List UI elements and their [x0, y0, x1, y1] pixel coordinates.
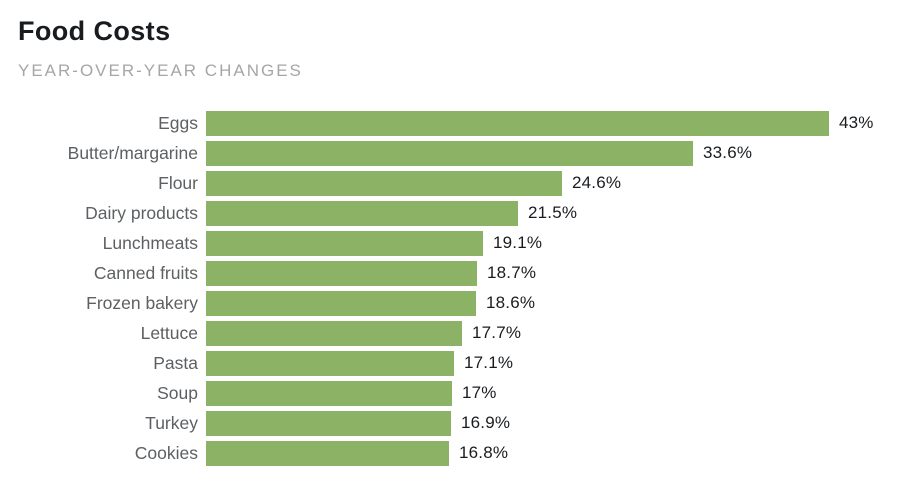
value-label: 18.7%: [487, 263, 537, 283]
value-label: 43%: [839, 113, 874, 133]
chart-row: Turkey 16.9%: [18, 408, 916, 438]
chart-row: Flour 24.6%: [18, 168, 916, 198]
page-title: Food Costs: [18, 16, 171, 46]
bar: [206, 140, 693, 166]
bar-track: 24.6%: [206, 168, 916, 198]
bar: [206, 380, 452, 406]
chart-row: Canned fruits 18.7%: [18, 258, 916, 288]
value-label: 16.9%: [461, 413, 511, 433]
bar-track: 16.8%: [206, 438, 916, 468]
category-label: Pasta: [153, 352, 198, 373]
bar: [206, 110, 829, 136]
chart-row: Pasta 17.1%: [18, 348, 916, 378]
chart-row: Lettuce 17.7%: [18, 318, 916, 348]
value-label: 17.1%: [464, 353, 514, 373]
value-label: 17%: [462, 383, 497, 403]
chart-row: Frozen bakery 18.6%: [18, 288, 916, 318]
category-label: Lettuce: [140, 322, 198, 343]
chart-row: Soup 17%: [18, 378, 916, 408]
category-label: Eggs: [158, 112, 198, 133]
category-label: Dairy products: [85, 202, 198, 223]
bar: [206, 290, 476, 316]
category-label: Turkey: [145, 412, 198, 433]
chart-row: Lunchmeats 19.1%: [18, 228, 916, 258]
category-label: Cookies: [134, 442, 198, 463]
value-label: 17.7%: [472, 323, 522, 343]
bar: [206, 440, 449, 466]
bar-track: 16.9%: [206, 408, 916, 438]
chart-row: Butter/margarine 33.6%: [18, 138, 916, 168]
category-label: Butter/margarine: [67, 142, 198, 163]
category-label: Soup: [157, 382, 198, 403]
category-label: Lunchmeats: [102, 232, 198, 253]
bar-track: 43%: [206, 108, 916, 138]
bar: [206, 410, 451, 436]
bar-track: 21.5%: [206, 198, 916, 228]
bar-track: 33.6%: [206, 138, 916, 168]
chart-card: Food Costs YEAR-OVER-YEAR CHANGES Eggs 4…: [18, 16, 916, 468]
category-label: Flour: [158, 172, 198, 193]
bar: [206, 260, 477, 286]
value-label: 21.5%: [528, 203, 578, 223]
bar-track: 17%: [206, 378, 916, 408]
chart-row: Dairy products 21.5%: [18, 198, 916, 228]
value-label: 19.1%: [493, 233, 543, 253]
value-label: 33.6%: [703, 143, 753, 163]
bar-track: 17.1%: [206, 348, 916, 378]
bar: [206, 230, 483, 256]
bar: [206, 200, 518, 226]
bar-track: 19.1%: [206, 228, 916, 258]
chart-subtitle: YEAR-OVER-YEAR CHANGES: [18, 61, 303, 81]
chart-row: Eggs 43%: [18, 108, 916, 138]
bar: [206, 350, 454, 376]
category-label: Frozen bakery: [86, 292, 198, 313]
chart-row: Cookies 16.8%: [18, 438, 916, 468]
bar: [206, 170, 562, 196]
bar: [206, 320, 462, 346]
bar-track: 18.7%: [206, 258, 916, 288]
bar-track: 18.6%: [206, 288, 916, 318]
value-label: 16.8%: [459, 443, 509, 463]
bar-chart: Eggs 43% Butter/margarine 33.6% Flour 24…: [18, 108, 916, 468]
category-label: Canned fruits: [93, 262, 198, 283]
value-label: 18.6%: [486, 293, 536, 313]
bar-track: 17.7%: [206, 318, 916, 348]
value-label: 24.6%: [572, 173, 622, 193]
